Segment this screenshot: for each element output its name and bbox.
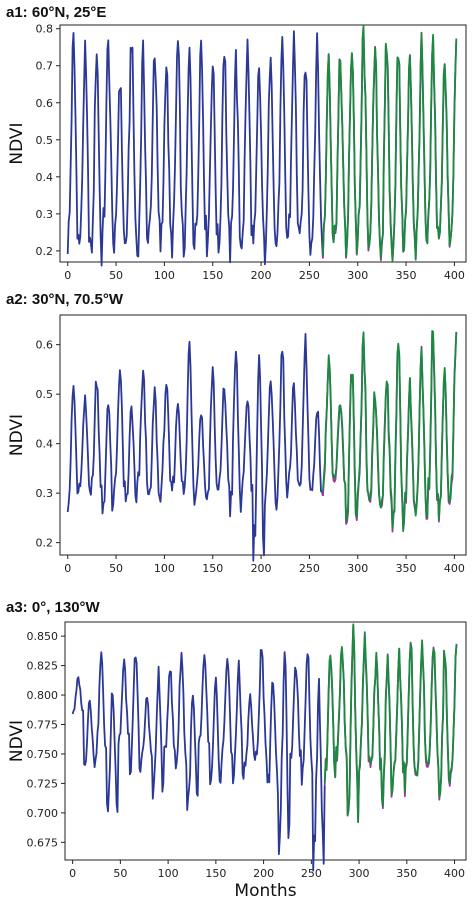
predicted-series-line [322, 24, 458, 262]
x-tick-label: 100 [154, 269, 175, 282]
y-tick-label: 0.5 [36, 134, 54, 147]
chart-panel-2: a2: 30°N, 70.5°W 0.2 0.3 0.4 0.5 0.6 0 50 100 150… [6, 291, 467, 575]
x-tick-label: 250 [301, 867, 322, 880]
x-tick-label: 50 [109, 562, 123, 575]
observed-series-line [71, 649, 326, 872]
y-tick-label: 0.2 [36, 245, 54, 258]
plot-frame [59, 24, 467, 263]
predicted-series-line [322, 330, 458, 533]
x-tick-label: 400 [444, 269, 465, 282]
y-tick-label: 0.3 [36, 208, 54, 221]
x-axis-label: Months [234, 881, 296, 901]
plot-frame [64, 621, 467, 861]
x-tick-label: 150 [202, 269, 223, 282]
y-tick-label: 0.2 [36, 537, 54, 550]
observed-series-line [66, 30, 324, 267]
chart-panel-1: a1: 60°N, 25°E 0.2 0.3 0.4 0.5 0.6 0.7 0.8 0 50 10… [6, 4, 467, 282]
y-tick-label: 0.6 [36, 339, 54, 352]
y-tick-label: 0.850 [27, 630, 59, 643]
x-tick-label: 350 [396, 562, 417, 575]
x-tick-label: 0 [69, 867, 76, 880]
y-tick-label: 0.4 [36, 438, 54, 451]
x-tick-label: 50 [109, 269, 123, 282]
x-tick-label: 300 [347, 269, 368, 282]
y-axis-label: NDVI [7, 414, 27, 456]
y-tick-label: 0.4 [36, 171, 54, 184]
y-tick-label: 0.700 [27, 807, 59, 820]
plot-frame [59, 314, 467, 556]
y-tick-label: 0.775 [27, 719, 59, 732]
x-tick-label: 400 [444, 562, 465, 575]
observed-series-line [66, 333, 324, 562]
y-tick-label: 0.6 [36, 97, 54, 110]
chart-panel-3: a3: 0°, 130°W 0.675 0.700 0.725 0.750 0.775 0.… [6, 599, 467, 901]
y-axis-label: NDVI [7, 122, 27, 164]
x-tick-label: 150 [205, 867, 226, 880]
x-tick-label: 300 [347, 562, 368, 575]
y-tick-label: 0.750 [27, 748, 59, 761]
predicted-series-line [323, 623, 458, 824]
x-tick-label: 0 [64, 269, 71, 282]
y-tick-label: 0.5 [36, 388, 54, 401]
x-tick-label: 100 [154, 562, 175, 575]
y-tick-label: 0.825 [27, 660, 59, 673]
y-tick-label: 0.675 [27, 836, 59, 849]
x-tick-label: 100 [158, 867, 179, 880]
x-tick-label: 250 [299, 562, 320, 575]
y-tick-label: 0.3 [36, 487, 54, 500]
panel-title: a2: 30°N, 70.5°W [6, 291, 124, 308]
x-tick-label: 300 [349, 867, 370, 880]
x-tick-label: 200 [251, 562, 272, 575]
y-tick-label: 0.7 [36, 60, 54, 73]
y-tick-label: 0.8 [36, 23, 54, 36]
x-tick-label: 350 [396, 269, 417, 282]
y-axis-label: NDVI [7, 720, 27, 762]
x-tick-label: 250 [299, 269, 320, 282]
y-tick-label: 0.725 [27, 777, 59, 790]
x-tick-label: 400 [444, 867, 465, 880]
x-tick-label: 0 [64, 562, 71, 575]
x-tick-label: 200 [253, 867, 274, 880]
y-tick-label: 0.800 [27, 689, 59, 702]
x-tick-label: 50 [113, 867, 127, 880]
x-tick-label: 200 [251, 269, 272, 282]
panel-title: a3: 0°, 130°W [6, 599, 101, 616]
x-tick-label: 150 [202, 562, 223, 575]
x-tick-label: 350 [396, 867, 417, 880]
panel-title: a1: 60°N, 25°E [6, 4, 106, 21]
